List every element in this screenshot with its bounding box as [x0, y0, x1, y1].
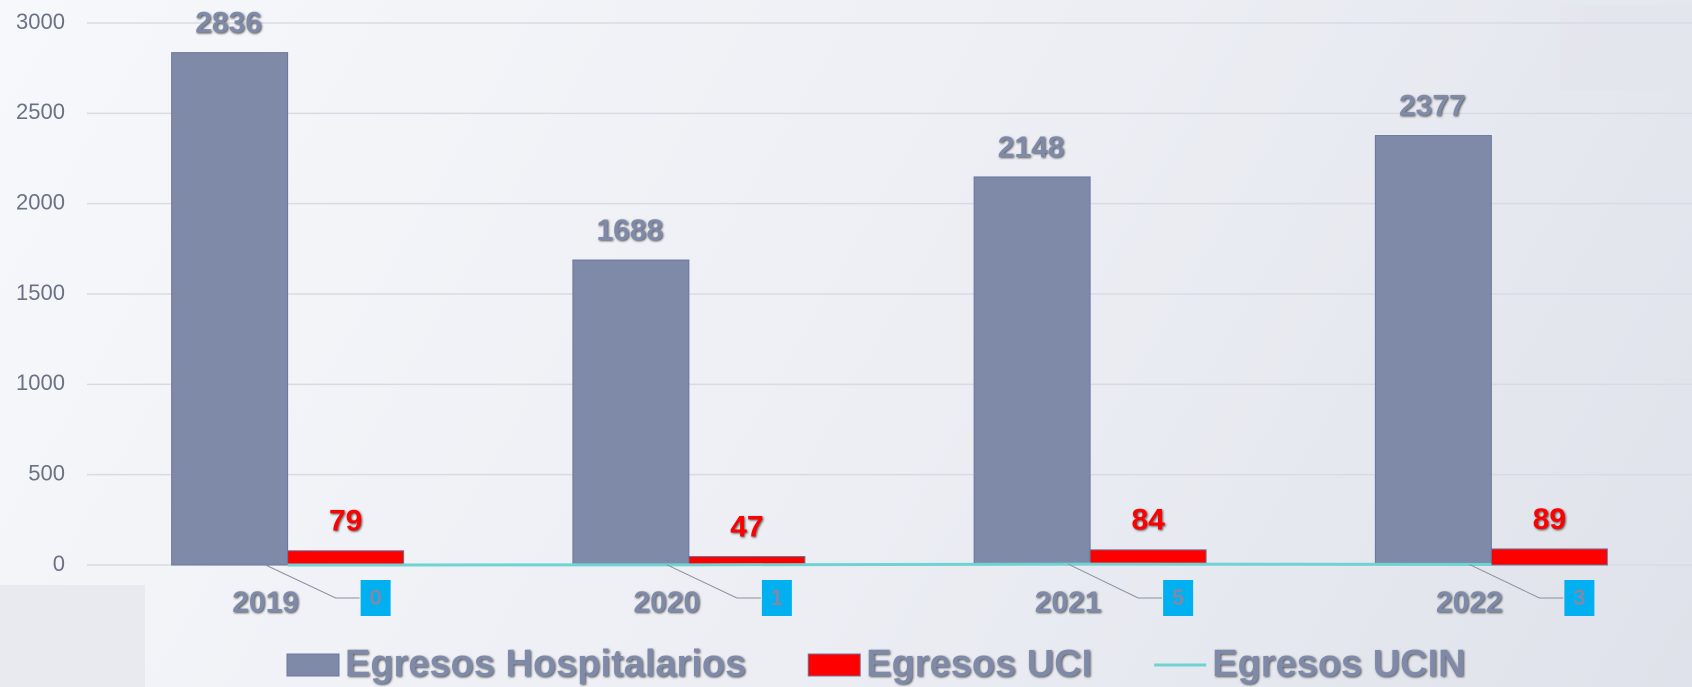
- legend-label: Egresos UCI: [866, 643, 1092, 685]
- y-tick-label: 0: [53, 551, 65, 576]
- y-tick-label: 2500: [16, 99, 65, 124]
- data-label: 2148: [998, 131, 1065, 164]
- x-tick-label: 2022: [1436, 586, 1503, 619]
- label-box: [360, 580, 391, 616]
- x-tick-label: 2020: [634, 586, 701, 619]
- line: [287, 562, 1492, 567]
- data-label: 5: [1172, 585, 1184, 610]
- data-label: 47: [730, 510, 763, 543]
- decor: [0, 585, 145, 687]
- leader-line: [1067, 563, 1163, 599]
- y-tick-label: 500: [28, 460, 65, 485]
- label-box: [761, 580, 792, 616]
- decor: [1560, 5, 1692, 90]
- data-label: 79: [329, 505, 362, 538]
- leader-line: [1469, 564, 1564, 599]
- bar: [572, 259, 690, 566]
- bar: [1490, 548, 1608, 566]
- legend-label: Egresos Hospitalarios: [345, 643, 746, 685]
- y-tick-label: 2000: [16, 189, 65, 214]
- leader-line: [265, 564, 360, 599]
- data-label: 89: [1533, 503, 1566, 536]
- data-label: 84: [1131, 504, 1165, 537]
- x-tick-label: 2019: [232, 586, 299, 619]
- bar: [171, 52, 289, 566]
- legend-label: Egresos UCIN: [1212, 643, 1465, 685]
- data-label: 1688: [597, 214, 664, 247]
- data-label: 2377: [1399, 89, 1466, 122]
- y-tick-label: 3000: [16, 9, 65, 34]
- bar: [973, 176, 1091, 566]
- label-box: [1163, 580, 1194, 616]
- bar: [287, 550, 405, 566]
- x-tick-label: 2021: [1035, 586, 1102, 619]
- legend-swatch: [807, 653, 861, 677]
- data-label: 0: [370, 585, 382, 610]
- data-label: 2836: [195, 7, 262, 40]
- bar: [1374, 135, 1492, 566]
- legend-swatch: [286, 653, 340, 677]
- data-label: 1: [771, 585, 783, 610]
- leader-line: [666, 564, 761, 599]
- label-box: [1564, 580, 1595, 616]
- y-tick-label: 1500: [16, 280, 65, 305]
- data-label: 3: [1573, 585, 1585, 610]
- y-tick-label: 1000: [16, 370, 65, 395]
